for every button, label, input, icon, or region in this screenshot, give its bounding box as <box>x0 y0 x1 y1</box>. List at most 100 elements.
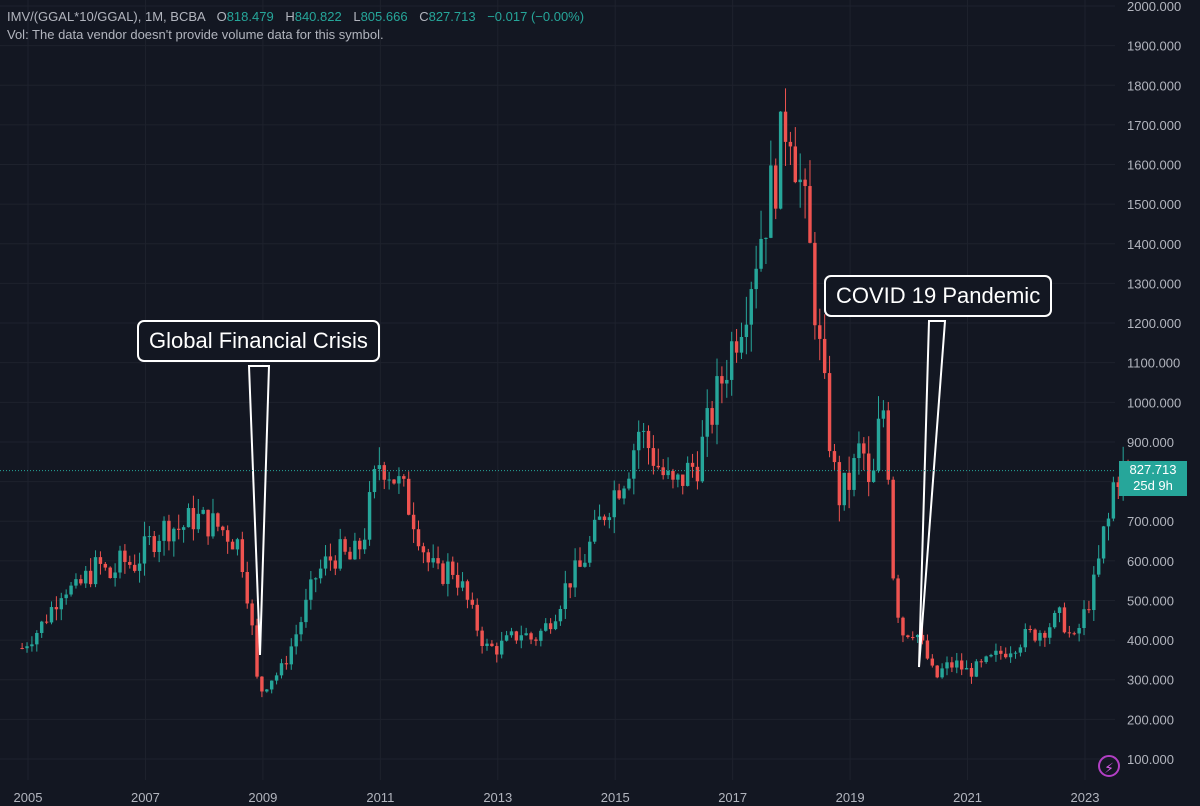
candle <box>519 625 523 649</box>
legend-symbol: IMV/(GGAL*10/GGAL), 1M, BCBA <box>7 9 205 24</box>
candle <box>955 652 959 674</box>
candle <box>407 471 411 516</box>
candle <box>700 420 705 483</box>
candle <box>279 658 284 679</box>
candle <box>225 525 230 554</box>
candle <box>656 448 660 470</box>
candle <box>636 420 641 469</box>
candle <box>710 400 714 434</box>
candle <box>167 514 171 551</box>
candle <box>651 435 656 475</box>
candle <box>734 328 739 363</box>
legend-close-value: 827.713 <box>428 9 476 24</box>
y-tick-label: 1600.000 <box>1127 158 1181 173</box>
y-tick-label: 400.000 <box>1127 633 1174 648</box>
legend-high-label: H <box>285 9 295 24</box>
x-tick-label: 2011 <box>366 790 394 805</box>
candle <box>754 245 758 309</box>
annotation-global-financial-crisis[interactable]: Global Financial Crisis <box>137 320 380 362</box>
candle <box>607 512 612 529</box>
y-tick-label: 700.000 <box>1127 514 1174 529</box>
candle <box>304 588 308 628</box>
candle <box>362 528 367 554</box>
candle <box>118 545 122 579</box>
candle <box>778 111 783 210</box>
y-tick-label: 1300.000 <box>1127 276 1181 291</box>
candle <box>455 562 460 596</box>
candle <box>88 558 93 588</box>
lightning-icon[interactable]: ⚡ <box>1098 755 1120 777</box>
candle <box>808 160 812 244</box>
candle <box>676 473 680 488</box>
candle <box>446 553 450 597</box>
legend-close-label: C <box>419 9 429 24</box>
y-tick-label: 500.000 <box>1127 593 1174 608</box>
candle <box>216 512 220 532</box>
candle <box>1038 630 1042 647</box>
candle <box>152 531 156 558</box>
candle <box>1057 606 1062 623</box>
candle <box>945 656 949 676</box>
candle <box>568 583 572 599</box>
candle <box>221 525 225 536</box>
candle <box>1004 647 1008 659</box>
candle <box>725 359 729 398</box>
candle <box>1072 631 1076 636</box>
candle <box>260 676 264 698</box>
candle <box>162 516 166 556</box>
last-price-tag: 827.713 25d 9h <box>1119 461 1187 496</box>
candle <box>578 547 582 568</box>
candle <box>847 456 851 509</box>
candle <box>186 503 191 528</box>
candle <box>206 509 210 545</box>
annotation-covid-pandemic[interactable]: COVID 19 Pandemic <box>824 275 1053 317</box>
candle <box>103 562 108 571</box>
candle <box>539 628 543 647</box>
candle <box>602 514 607 526</box>
candle <box>318 559 323 584</box>
candle <box>137 552 142 583</box>
gfc-pointer <box>247 365 271 656</box>
candle <box>588 535 592 567</box>
candle <box>915 634 920 643</box>
candle <box>514 630 519 644</box>
candle <box>558 605 563 626</box>
y-tick-label: 1400.000 <box>1127 237 1181 252</box>
candle <box>984 655 988 664</box>
candle <box>906 634 910 639</box>
bar-countdown: 25d 9h <box>1133 478 1173 493</box>
candle <box>612 480 616 534</box>
y-axis[interactable]: 2000.000 1900.000 1800.000 1700.000 1600.000… <box>1127 0 1181 767</box>
candle <box>744 296 749 355</box>
candle <box>999 645 1003 660</box>
x-tick-label: 2019 <box>836 790 865 805</box>
candle <box>323 545 328 576</box>
candle <box>818 308 822 361</box>
candle <box>84 565 88 588</box>
candle <box>852 453 856 497</box>
candle <box>641 422 646 449</box>
candle <box>1067 625 1072 638</box>
candle <box>274 672 279 685</box>
candle <box>896 574 900 623</box>
candle <box>1077 623 1081 642</box>
candle <box>230 539 235 550</box>
candle <box>788 131 793 165</box>
x-axis[interactable]: 2005 2007 2009 2011 2013 2015 2017 2019 2021 2023 <box>14 790 1100 805</box>
candle <box>695 451 700 490</box>
candle <box>421 542 426 564</box>
candle <box>485 638 489 651</box>
candle <box>201 506 205 515</box>
candle <box>798 153 802 208</box>
candle <box>544 618 548 632</box>
candle <box>964 660 969 670</box>
candle <box>460 572 465 592</box>
y-tick-label: 900.000 <box>1127 435 1174 450</box>
candle <box>979 659 983 668</box>
candle <box>294 624 298 655</box>
candle <box>940 663 944 679</box>
y-tick-label: 1800.000 <box>1127 78 1181 93</box>
legend-open-label: O <box>216 9 227 24</box>
candle <box>1028 625 1032 633</box>
